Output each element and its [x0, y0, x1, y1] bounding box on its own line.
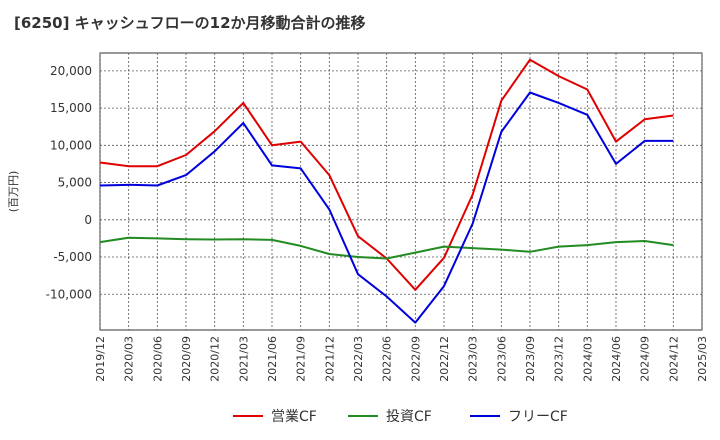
y-tick-label: 0 — [84, 213, 92, 227]
x-tick-label: 2021/09 — [295, 336, 308, 382]
x-tick-label: 2024/06 — [610, 336, 623, 382]
x-tick-label: 2023/06 — [495, 336, 508, 382]
x-tick-label: 2021/03 — [237, 336, 250, 382]
x-tick-label: 2020/12 — [209, 336, 222, 382]
plot-area — [99, 52, 703, 331]
y-tick-label: 15,000 — [50, 101, 92, 115]
x-tick-label: 2022/03 — [352, 336, 365, 382]
chart-title: [6250] キャッシュフローの12か月移動合計の推移 — [14, 14, 366, 32]
x-tick-label: 2025/03 — [696, 336, 709, 382]
x-tick-label: 2020/03 — [123, 336, 136, 382]
y-tick-label: -10,000 — [46, 287, 92, 301]
y-tick-label: 5,000 — [58, 176, 92, 190]
legend-label: 営業CF — [271, 409, 317, 425]
x-tick-label: 2023/09 — [524, 336, 537, 382]
x-tick-label: 2024/03 — [581, 336, 594, 382]
y-axis-label: (百万円) — [7, 171, 20, 213]
x-tick-label: 2021/12 — [323, 336, 336, 382]
x-tick-label: 2020/06 — [151, 336, 164, 382]
y-tick-label: -5,000 — [53, 250, 92, 264]
x-tick-label: 2019/12 — [94, 336, 107, 382]
x-tick-label: 2024/12 — [667, 336, 680, 382]
series-line — [99, 236, 674, 260]
y-tick-label: 20,000 — [50, 64, 92, 78]
legend-label: フリーCF — [508, 409, 568, 425]
series-line — [99, 91, 674, 324]
x-tick-label: 2022/12 — [438, 336, 451, 382]
x-tick-label: 2022/09 — [409, 336, 422, 382]
x-tick-label: 2023/12 — [553, 336, 566, 382]
legend-label: 投資CF — [386, 409, 432, 425]
x-tick-label: 2020/09 — [180, 336, 193, 382]
y-tick-label: 10,000 — [50, 138, 92, 152]
x-tick-label: 2023/03 — [467, 336, 480, 382]
x-tick-label: 2021/06 — [266, 336, 279, 382]
x-tick-label: 2024/09 — [639, 336, 652, 382]
x-tick-label: 2022/06 — [381, 336, 394, 382]
